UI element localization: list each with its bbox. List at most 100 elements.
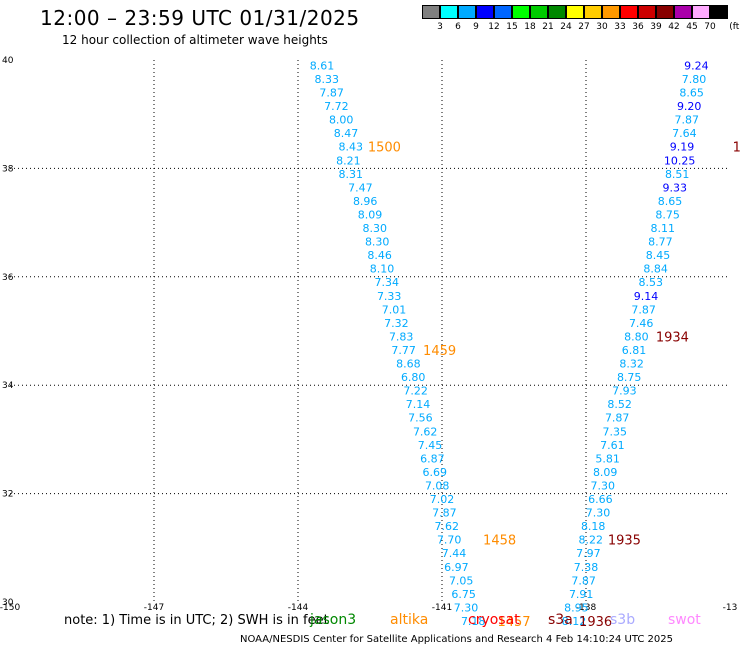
colorbar-tick-label: 33 [614,22,626,32]
wave-height-point: 7.18 [461,615,486,628]
wave-height-point: 7.62 [435,520,460,533]
pass-time-label: 1933 [733,141,740,156]
x-tick-label: -13 [723,603,738,613]
wave-height-point: 7.22 [403,385,428,398]
colorbar-swatch [674,5,692,19]
wave-height-point: 8.47 [334,127,359,140]
wave-height-point: 7.32 [384,317,409,330]
wave-height-point: 8.18 [581,520,606,533]
colorbar-tick-label: 12 [488,22,500,32]
wave-height-point: 9.19 [670,141,695,154]
colorbar-swatch [422,5,440,19]
pass-time-label: 1500 [368,141,401,156]
colorbar-tick-label: 30 [596,22,608,32]
wave-height-point: 5.81 [595,452,620,465]
wave-height-point: 6.80 [401,371,426,384]
colorbar-tick-label: 45 [686,22,698,32]
wave-height-point: 6.69 [423,466,448,479]
wave-height-point: 7.64 [672,127,697,140]
colorbar-swatch [530,5,548,19]
satellite-label-jason3: jason3 [310,612,357,628]
pass-time-label: 1936 [579,615,612,630]
satellite-label-s3a: s3a [548,612,573,628]
wave-height-point: 8.09 [593,466,618,479]
wave-height-point: 7.38 [574,561,599,574]
colorbar-tick-label: 24 [560,22,572,32]
wave-height-point: 8.96 [353,195,378,208]
wave-height-point: 8.31 [339,168,364,181]
wave-height-point: 7.30 [591,479,616,492]
y-tick-label: 30 [2,598,14,608]
wave-height-point: 6.66 [588,493,613,506]
wave-height-point: 8.65 [658,195,683,208]
wave-height-point: 7.87 [675,114,700,127]
colorbar-swatch [602,5,620,19]
pass-time-label: 1459 [423,344,456,359]
colorbar-tick-label: 42 [668,22,680,32]
wave-height-point: 8.46 [367,249,392,262]
chart-title: 12:00 – 23:59 UTC 01/31/2025 [40,6,360,30]
wave-height-point: 8.77 [648,236,673,249]
colorbar-swatch [620,5,638,19]
wave-height-point: 8.61 [310,59,335,72]
colorbar-tick-label: 36 [632,22,644,32]
y-tick-label: 32 [2,490,13,500]
colorbar-swatch [656,5,674,19]
x-tick-label: -138 [576,603,597,613]
colorbar-tick-label: 9 [473,22,479,32]
wave-height-point: 7.47 [348,181,373,194]
y-tick-label: 34 [2,381,14,391]
y-tick-label: 36 [2,273,14,283]
footer-credit: NOAA/NESDIS Center for Satellite Applica… [240,634,673,645]
colorbar-swatch [692,5,710,19]
wave-height-point: 8.33 [315,73,340,86]
wave-height-point: 7.35 [603,425,628,438]
colorbar-unit: (ft) [729,22,740,32]
colorbar-swatch [548,5,566,19]
wave-height-point: 8.30 [365,236,390,249]
wave-height-point: 9.24 [684,59,709,72]
wave-height-point: 7.34 [375,276,400,289]
satellite-label-altika: altika [390,612,429,628]
wave-height-point: 8.80 [624,330,649,343]
wave-height-point: 8.21 [336,154,361,167]
wave-height-point: 8.95 [564,601,589,614]
note-text: note: 1) Time is in UTC; 2) SWH is in fe… [64,613,329,628]
wave-height-point: 7.05 [449,574,474,587]
wave-height-point: 7.87 [631,303,656,316]
colorbar-tick-label: 18 [524,22,536,32]
wave-height-point: 7.91 [569,588,594,601]
pass-time-label: 1457 [497,615,530,630]
wave-height-point: 7.83 [389,330,414,343]
satellite-label-cryosat: cryosat [468,612,520,628]
wave-height-point: 7.77 [391,344,416,357]
y-tick-label: 38 [2,164,14,174]
wave-height-point: 7.62 [413,425,438,438]
wave-height-point: 7.14 [406,398,431,411]
wave-height-point: 6.81 [622,344,647,357]
colorbar-tick-label: 39 [650,22,662,32]
colorbar-swatch [476,5,494,19]
wave-height-point: 8.75 [617,371,642,384]
pass-time-label: 1458 [483,534,516,549]
colorbar-swatch [512,5,530,19]
wave-height-point: 6.87 [420,452,445,465]
colorbar-tick-label: 21 [542,22,554,32]
wave-height-point: 8.84 [643,263,668,276]
wave-height-point: 7.46 [629,317,654,330]
colorbar-swatch [638,5,656,19]
wave-height-point: 7.87 [432,507,457,520]
wave-height-point: 8.45 [646,249,671,262]
wave-height-point: 8.11 [651,222,676,235]
colorbar-tick-label: 3 [437,22,443,32]
pass-time-label: 1935 [608,534,641,549]
colorbar-tick-label: 6 [455,22,461,32]
wave-height-point: 7.97 [576,547,601,560]
wave-height-point: 7.87 [605,412,630,425]
wave-height-point: 7.30 [586,507,611,520]
wave-height-point: 6.75 [451,588,476,601]
wave-height-point: 7.70 [437,534,462,547]
wave-height-point: 7.02 [430,493,455,506]
wave-height-point: 7.80 [682,73,707,86]
wave-height-point: 7.08 [425,479,450,492]
